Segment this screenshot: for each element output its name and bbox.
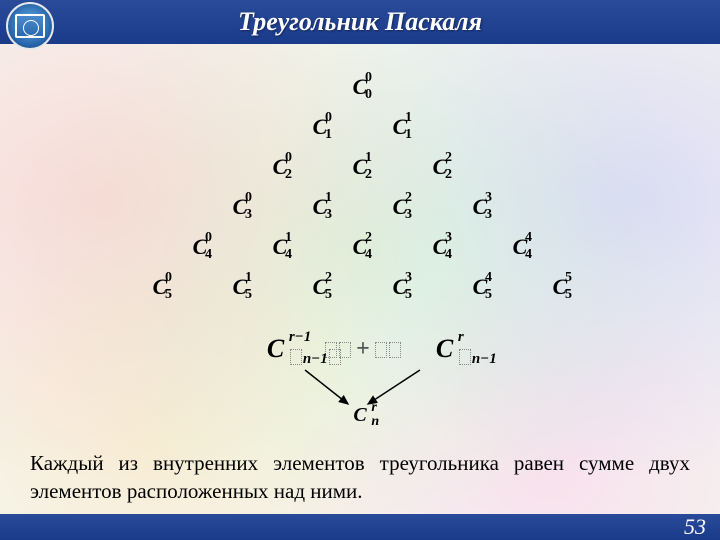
header-bar: Треугольник Паскаля bbox=[0, 0, 720, 44]
logo-icon bbox=[15, 14, 45, 38]
triangle-cell: C00 bbox=[343, 74, 377, 100]
triangle-cell: C13 bbox=[303, 194, 337, 220]
triangle-cell: C01 bbox=[303, 114, 337, 140]
formula-row: C r−1 n−1 + C r n−1 bbox=[0, 334, 720, 364]
triangle-cell: C35 bbox=[383, 274, 417, 300]
triangle-row: C01 C11 bbox=[303, 114, 417, 140]
triangle-row: C03 C13 C23 C33 bbox=[223, 194, 497, 220]
triangle-row: C00 bbox=[343, 74, 377, 100]
slide-title: Треугольник Паскаля bbox=[238, 7, 482, 37]
triangle-cell: C45 bbox=[463, 274, 497, 300]
triangle-cell: C22 bbox=[423, 154, 457, 180]
triangle-cell: C02 bbox=[263, 154, 297, 180]
triangle-cell: C05 bbox=[143, 274, 177, 300]
logo-badge bbox=[6, 2, 54, 50]
triangle-cell: C14 bbox=[263, 234, 297, 260]
triangle-cell: C44 bbox=[503, 234, 537, 260]
triangle-cell: C11 bbox=[383, 114, 417, 140]
triangle-cell: C03 bbox=[223, 194, 257, 220]
triangle-cell: C25 bbox=[303, 274, 337, 300]
triangle-cell: C33 bbox=[463, 194, 497, 220]
page-number: 53 bbox=[684, 514, 706, 540]
formula-left-term: C r−1 n−1 bbox=[267, 334, 284, 364]
triangle-cell: C55 bbox=[543, 274, 577, 300]
triangle-cell: C24 bbox=[343, 234, 377, 260]
triangle-cell: C34 bbox=[423, 234, 457, 260]
formula-result: C r n bbox=[0, 404, 720, 427]
triangle-row: C02 C12 C22 bbox=[263, 154, 457, 180]
triangle-row: C05 C15 C25 C35 C45 C55 bbox=[143, 274, 577, 300]
content-area: C00C01C11C02C12C22C03C13C23C33C04C14C24C… bbox=[0, 44, 720, 514]
footer-bar: 53 bbox=[0, 514, 720, 540]
pascal-triangle: C00C01C11C02C12C22C03C13C23C33C04C14C24C… bbox=[0, 74, 720, 300]
triangle-cell: C04 bbox=[183, 234, 217, 260]
triangle-cell: C23 bbox=[383, 194, 417, 220]
description-text: Каждый из внутренних элементов треугольн… bbox=[30, 449, 690, 506]
triangle-cell: C15 bbox=[223, 274, 257, 300]
formula-right-term: C r n−1 bbox=[436, 334, 453, 364]
triangle-cell: C12 bbox=[343, 154, 377, 180]
triangle-row: C04 C14 C24 C34 C44 bbox=[183, 234, 537, 260]
